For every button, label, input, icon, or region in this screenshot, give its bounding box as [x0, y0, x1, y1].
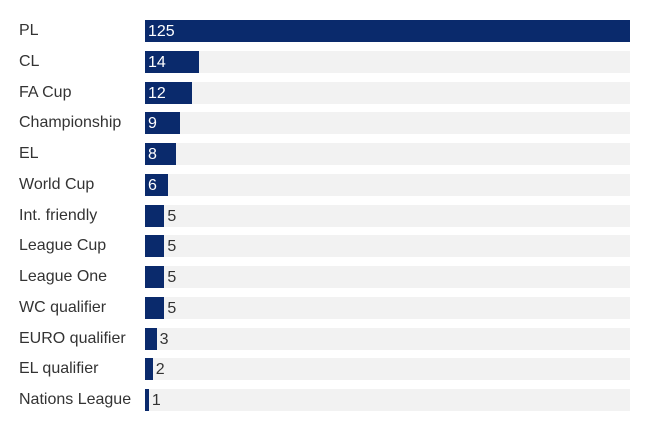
- bar: [145, 20, 630, 42]
- bar-track: [145, 174, 630, 196]
- category-label: CL: [19, 53, 40, 70]
- category-label: League One: [19, 268, 108, 285]
- value-label: 14: [148, 54, 166, 71]
- value-label: 5: [167, 300, 177, 317]
- value-label: 8: [148, 146, 157, 163]
- category-label: Nations League: [19, 391, 132, 408]
- category-label: League Cup: [19, 237, 107, 254]
- bar-track: [145, 389, 630, 411]
- value-label: 5: [167, 238, 177, 255]
- value-label: 5: [167, 208, 177, 225]
- bar: [145, 328, 157, 350]
- category-label: EURO qualifier: [19, 330, 126, 347]
- bar: [145, 266, 165, 288]
- category-label: EL: [19, 145, 39, 162]
- category-label: WC qualifier: [19, 299, 107, 316]
- value-label: 5: [167, 269, 177, 286]
- bar-track: [145, 205, 630, 227]
- bar: [145, 205, 165, 227]
- value-label: 6: [148, 177, 157, 194]
- bar-track: [145, 112, 630, 134]
- category-label: EL qualifier: [19, 360, 99, 377]
- category-label: PL: [19, 22, 39, 39]
- value-label: 125: [148, 23, 175, 40]
- bar: [145, 389, 149, 411]
- bar: [145, 358, 153, 380]
- value-label: 2: [155, 361, 165, 378]
- category-label: Championship: [19, 114, 122, 131]
- value-label: 9: [148, 115, 157, 132]
- bar: [145, 112, 180, 134]
- bar-track: [145, 358, 630, 380]
- category-label: FA Cup: [19, 84, 72, 101]
- category-label: Int. friendly: [19, 207, 98, 224]
- value-label: 12: [148, 85, 166, 102]
- bar-track: [145, 143, 630, 165]
- bar: [145, 297, 165, 319]
- bar-track: [145, 266, 630, 288]
- bar: [145, 235, 165, 257]
- bar: [145, 82, 192, 104]
- bar: [145, 51, 200, 73]
- category-label: World Cup: [19, 176, 95, 193]
- bar-track: [145, 82, 630, 104]
- bar-track: [145, 235, 630, 257]
- bar-track: [145, 328, 630, 350]
- value-label: 3: [159, 331, 169, 348]
- bar: [145, 174, 169, 196]
- bar-track: [145, 51, 630, 73]
- bar-track: [145, 297, 630, 319]
- bar: [145, 143, 177, 165]
- value-label: 1: [151, 392, 161, 409]
